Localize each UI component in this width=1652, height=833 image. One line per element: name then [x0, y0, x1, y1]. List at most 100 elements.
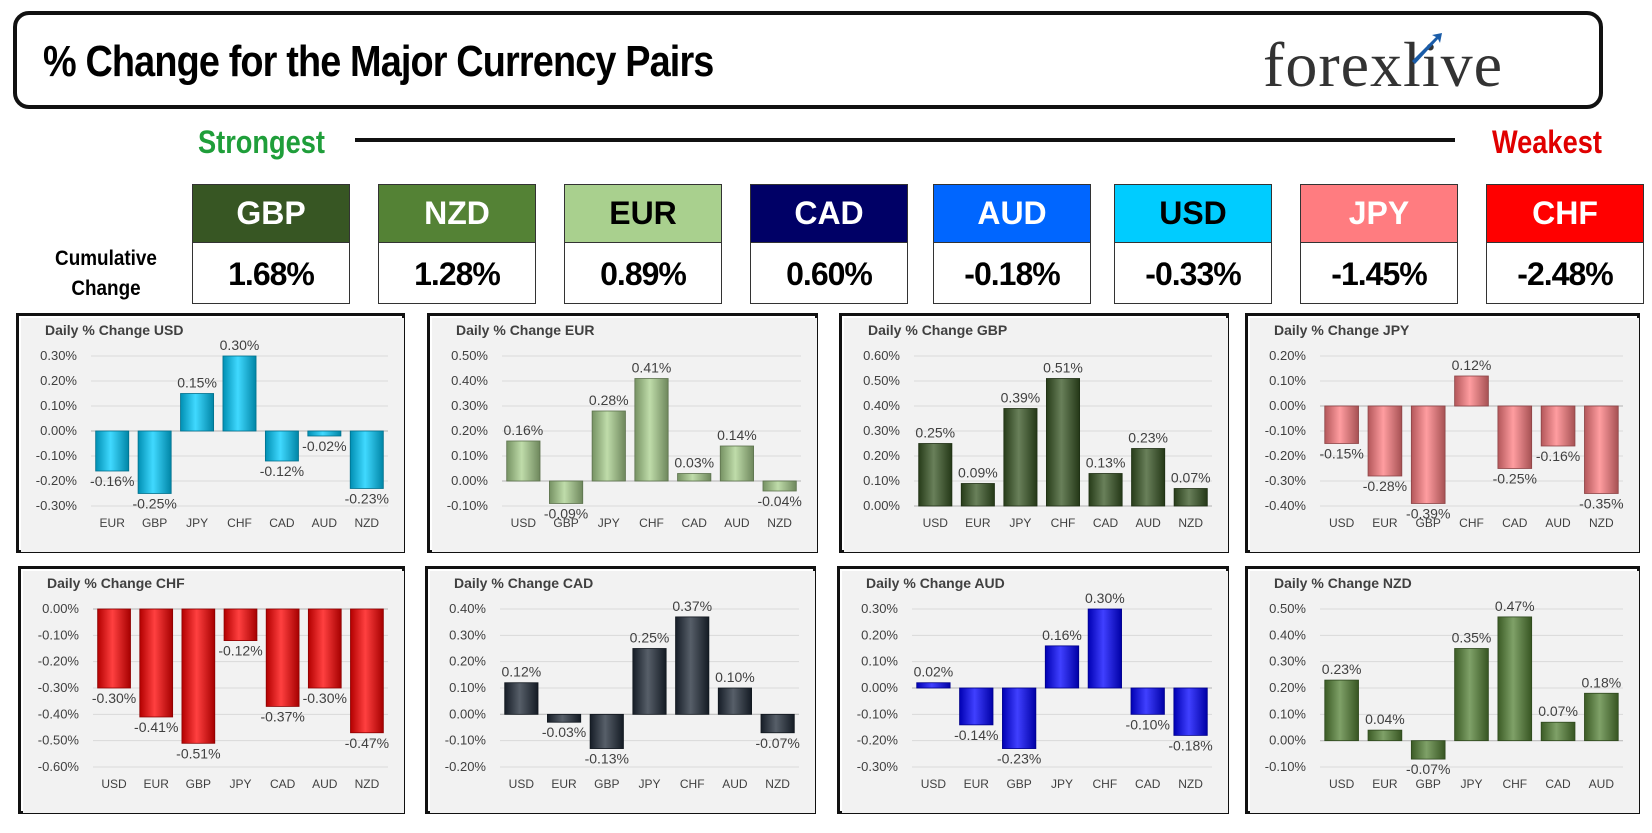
bar-nzd — [349, 430, 384, 489]
currency-change: -2.48% — [1517, 255, 1613, 292]
y-tick-label: 0.30% — [1269, 654, 1306, 669]
x-tick-label: USD — [101, 777, 127, 791]
data-label: -0.25% — [1493, 471, 1537, 487]
bar-aud — [1540, 405, 1576, 447]
chart-gbp: Daily % Change GBP 0.60% 0.50% 0.40% 0.30% 0.… — [839, 313, 1229, 553]
x-tick-label: GBP — [142, 516, 167, 530]
data-label: -0.47% — [345, 735, 389, 751]
y-tick-label: 0.00% — [1269, 733, 1306, 748]
x-tick-label: EUR — [144, 777, 170, 791]
bar-chf — [222, 355, 257, 432]
x-tick-label: CAD — [270, 777, 296, 791]
bar-jpy — [632, 648, 667, 715]
data-label: 0.16% — [1042, 627, 1082, 643]
y-tick-label: -0.30% — [38, 680, 80, 695]
x-tick-label: CHF — [1502, 777, 1527, 791]
data-label: -0.30% — [92, 690, 136, 706]
y-tick-label: -0.40% — [38, 706, 80, 721]
bar-chf — [1087, 608, 1122, 689]
data-label: -0.23% — [997, 751, 1041, 767]
data-label: -0.09% — [544, 506, 588, 522]
bar-aud — [717, 687, 752, 715]
x-tick-label: CAD — [682, 516, 708, 530]
currency-code: USD — [1115, 185, 1271, 243]
y-tick-label: 0.30% — [863, 423, 900, 438]
currency-change: -0.33% — [1145, 255, 1241, 292]
y-tick-label: 0.00% — [861, 680, 898, 695]
data-label: -0.03% — [542, 724, 586, 740]
chart-nzd: Daily % Change NZD 0.50% 0.40% 0.30% 0.20% 0.… — [1245, 566, 1640, 814]
data-label: 0.09% — [958, 465, 998, 481]
data-label: 0.12% — [1452, 357, 1492, 373]
y-tick-label: -0.10% — [38, 627, 80, 642]
data-label: 0.37% — [672, 598, 712, 614]
x-tick-label: USD — [1329, 516, 1355, 530]
data-label: -0.14% — [954, 727, 998, 743]
currency-code: GBP — [193, 185, 349, 243]
cumulative-change-label: Cumulative Change — [52, 244, 160, 304]
data-label: 0.47% — [1495, 598, 1535, 614]
x-tick-label: JPY — [1051, 777, 1073, 791]
y-tick-label: 0.20% — [1269, 348, 1306, 363]
data-label: 0.41% — [632, 360, 672, 376]
ranking-line — [355, 138, 1455, 142]
y-tick-label: 0.10% — [863, 473, 900, 488]
x-tick-label: USD — [923, 516, 949, 530]
chart-jpy: Daily % Change JPY 0.20% 0.10% 0.00% -0.10% -… — [1245, 313, 1640, 553]
x-tick-label: AUD — [1545, 516, 1571, 530]
x-tick-label: EUR — [965, 516, 991, 530]
bar-nzd — [350, 608, 384, 734]
data-label: 0.10% — [715, 669, 755, 685]
currency-change: 1.28% — [414, 255, 501, 292]
currency-change: -0.18% — [964, 255, 1060, 292]
currency-code: NZD — [379, 185, 535, 243]
y-tick-label: 0.20% — [40, 373, 77, 388]
data-label: 0.30% — [1085, 590, 1125, 606]
x-tick-label: CAD — [1093, 516, 1119, 530]
bar-eur — [95, 430, 130, 472]
y-tick-label: 0.10% — [1269, 373, 1306, 388]
x-tick-label: NZD — [1178, 516, 1203, 530]
data-label: -0.07% — [1406, 761, 1450, 777]
cumulative-label-line1: Cumulative — [55, 247, 157, 270]
bar-aud — [307, 430, 342, 437]
x-tick-label: NZD — [354, 516, 379, 530]
currency-box-cad: CAD 0.60% — [750, 184, 908, 304]
currency-code: CAD — [751, 185, 907, 243]
x-tick-label: CHF — [1051, 516, 1076, 530]
currency-box-nzd: NZD 1.28% — [378, 184, 536, 304]
y-tick-label: -0.10% — [857, 706, 899, 721]
x-tick-label: CHF — [680, 777, 705, 791]
x-tick-label: AUD — [1589, 777, 1615, 791]
y-tick-label: 0.40% — [1269, 627, 1306, 642]
currency-code: CHF — [1487, 185, 1643, 243]
logo-text: forexlive — [1263, 29, 1503, 100]
bar-jpy — [180, 393, 215, 432]
bar-usd — [97, 608, 131, 689]
bar-usd — [916, 682, 951, 689]
bar-cad — [677, 473, 712, 482]
x-tick-label: EUR — [964, 777, 990, 791]
y-tick-label: -0.10% — [447, 498, 489, 513]
bar-cad — [1130, 687, 1165, 715]
weakest-label: Weakest — [1492, 124, 1602, 160]
x-tick-label: JPY — [1460, 777, 1482, 791]
x-tick-label: NZD — [355, 777, 380, 791]
data-label: -0.37% — [260, 708, 304, 724]
y-tick-label: -0.30% — [1265, 473, 1307, 488]
y-tick-label: 0.20% — [449, 654, 486, 669]
x-tick-label: NZD — [767, 516, 792, 530]
y-tick-label: 0.50% — [1269, 601, 1306, 616]
bar-usd — [506, 440, 541, 482]
bar-eur — [1367, 405, 1403, 477]
bar-nzd — [760, 713, 795, 734]
bar-nzd — [762, 480, 797, 492]
y-tick-label: 0.00% — [42, 601, 79, 616]
x-tick-label: NZD — [765, 777, 790, 791]
data-label: -0.18% — [1168, 737, 1212, 753]
data-label: 0.23% — [1322, 661, 1362, 677]
chart-title: Daily % Change GBP — [868, 322, 1007, 338]
bar-eur — [1367, 729, 1403, 742]
x-tick-label: GBP — [1416, 777, 1441, 791]
x-tick-label: JPY — [186, 516, 208, 530]
